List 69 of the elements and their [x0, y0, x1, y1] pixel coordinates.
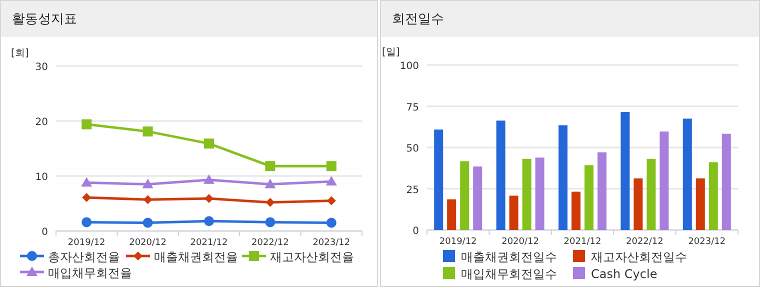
point [82, 119, 92, 130]
legend-label: 매입채무회전일수 [461, 267, 557, 281]
y-axis-title: [일] [382, 47, 400, 58]
point [264, 178, 276, 188]
legend-label: 매출채권회전율 [154, 250, 238, 264]
x-tick-label: 2023/12 [312, 238, 350, 248]
x-tick-label: 2023/12 [688, 237, 726, 247]
legend-label: Cash Cycle [591, 267, 658, 281]
y-tick-label: 25 [406, 184, 419, 196]
point [326, 161, 336, 172]
y-tick-label: 30 [35, 62, 48, 73]
bar [722, 134, 731, 230]
point [204, 216, 214, 226]
y-tick-label: 20 [35, 117, 48, 128]
point [204, 174, 214, 184]
point [82, 217, 92, 228]
point [142, 178, 154, 188]
legend-label: 총자산회전율 [48, 250, 120, 264]
point [265, 161, 276, 172]
x-tick-label: 2020/12 [129, 238, 166, 248]
y-tick-label: 100 [400, 61, 419, 72]
bar [708, 162, 718, 230]
point [326, 218, 336, 228]
bar [620, 112, 630, 230]
x-tick-label: 2019/12 [439, 237, 477, 247]
point [265, 217, 276, 228]
bar [682, 118, 692, 230]
bar [434, 130, 444, 230]
bar [522, 158, 532, 230]
bar [584, 165, 594, 230]
bar [535, 158, 544, 230]
chart-title: 회전일수 [392, 12, 444, 27]
point [326, 196, 336, 206]
point [142, 126, 153, 136]
x-tick-label: 2021/12 [190, 238, 228, 248]
point [143, 195, 152, 204]
x-tick-label: 2022/12 [626, 237, 664, 247]
bar [696, 178, 705, 230]
bar [598, 152, 606, 230]
legend-label: 매입채무회전율 [48, 266, 132, 280]
x-tick-label: 2019/12 [68, 238, 106, 248]
bar [634, 178, 643, 230]
bar [509, 196, 518, 230]
point [204, 194, 214, 204]
y-tick-label: 10 [35, 172, 48, 183]
bar [660, 131, 669, 230]
bar [646, 158, 656, 230]
bar [473, 166, 482, 230]
bar [460, 161, 470, 230]
x-tick-label: 2022/12 [252, 238, 289, 248]
legend-label: 재고자산회전율 [270, 250, 354, 264]
point [81, 177, 92, 187]
bar [496, 120, 506, 230]
point [142, 218, 153, 228]
x-tick-label: 2020/12 [502, 237, 539, 247]
bar [572, 192, 580, 230]
point [326, 176, 337, 186]
chart-title: 활동성지표 [12, 12, 77, 27]
y-axis-title: [회] [11, 48, 29, 59]
legend-label: 매출채권회전일수 [461, 250, 557, 264]
bar [447, 199, 456, 230]
y-tick-label: 75 [406, 102, 419, 114]
point [204, 138, 214, 149]
y-tick-label: 0 [42, 227, 48, 238]
x-tick-label: 2021/12 [564, 237, 602, 247]
legend-label: 재고자산회전일수 [591, 250, 687, 264]
y-tick-label: 0 [412, 226, 419, 237]
y-tick-label: 50 [406, 144, 419, 154]
bar [558, 125, 568, 230]
